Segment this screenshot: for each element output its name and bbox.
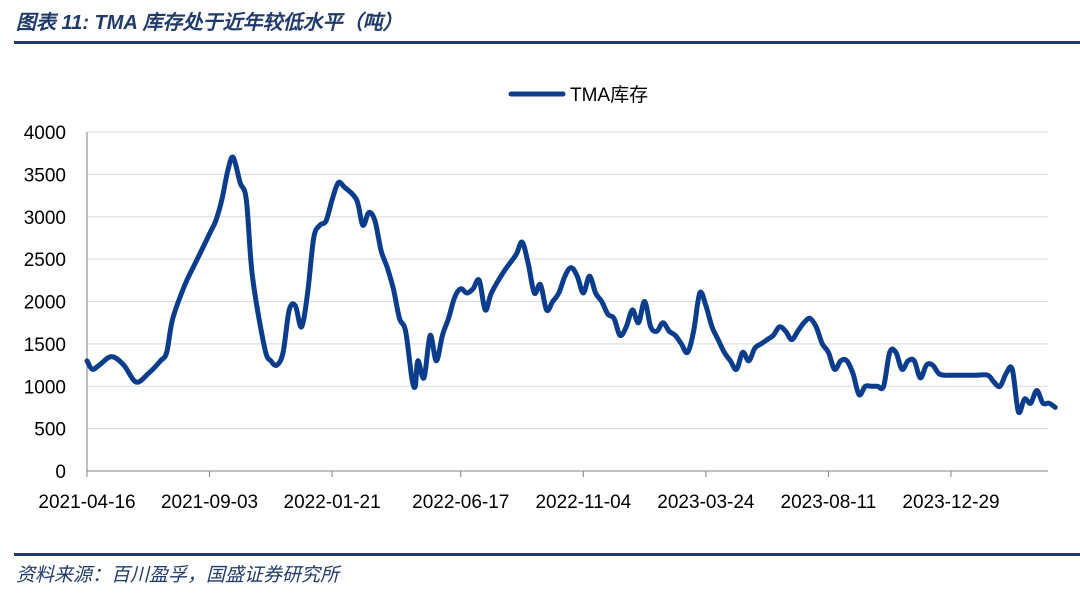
y-tick-label: 3000 [24,208,66,229]
y-tick-label: 500 [34,420,66,441]
x-tick-label: 2023-08-11 [781,492,877,513]
legend-label: TMA库存 [570,84,648,106]
series-points [87,157,1055,412]
x-tick-label: 2022-01-21 [284,492,381,513]
y-tick-label: 2000 [24,293,66,314]
x-tick-label: 2022-06-17 [412,492,509,513]
x-tick-label: 2022-11-04 [535,492,631,513]
y-tick-label: 0 [55,462,66,483]
footer-divider [14,553,1080,556]
y-tick-label: 2500 [24,250,66,271]
y-axis-tick-labels: 0 500 1000 1500 2000 2500 3000 3500 4000 [24,123,66,483]
x-tick-label: 2023-12-29 [902,492,999,513]
y-tick-label: 1000 [24,377,66,398]
y-tick-label: 1500 [24,335,66,356]
source-note: 资料来源：百川盈孚，国盛证券研究所 [16,565,340,586]
series-layer [84,154,1058,416]
x-tick-label: 2021-04-16 [38,492,135,513]
x-tick-label: 2023-03-24 [657,492,755,513]
y-tick-label: 3500 [24,165,66,186]
figure-title: 图表 11: TMA 库存处于近年较低水平（吨） [16,12,403,34]
x-axis-tick-labels: 2021-04-16 2021-09-03 2022-01-21 2022-06-17… [38,492,999,513]
series-line-tma-inventory [84,154,1058,416]
header-divider [14,41,1080,44]
gridlines [87,131,1048,430]
y-tick-label: 4000 [24,123,66,144]
legend: TMA库存 [508,84,648,106]
axes [86,132,1048,477]
x-tick-label: 2021-09-03 [161,492,258,513]
